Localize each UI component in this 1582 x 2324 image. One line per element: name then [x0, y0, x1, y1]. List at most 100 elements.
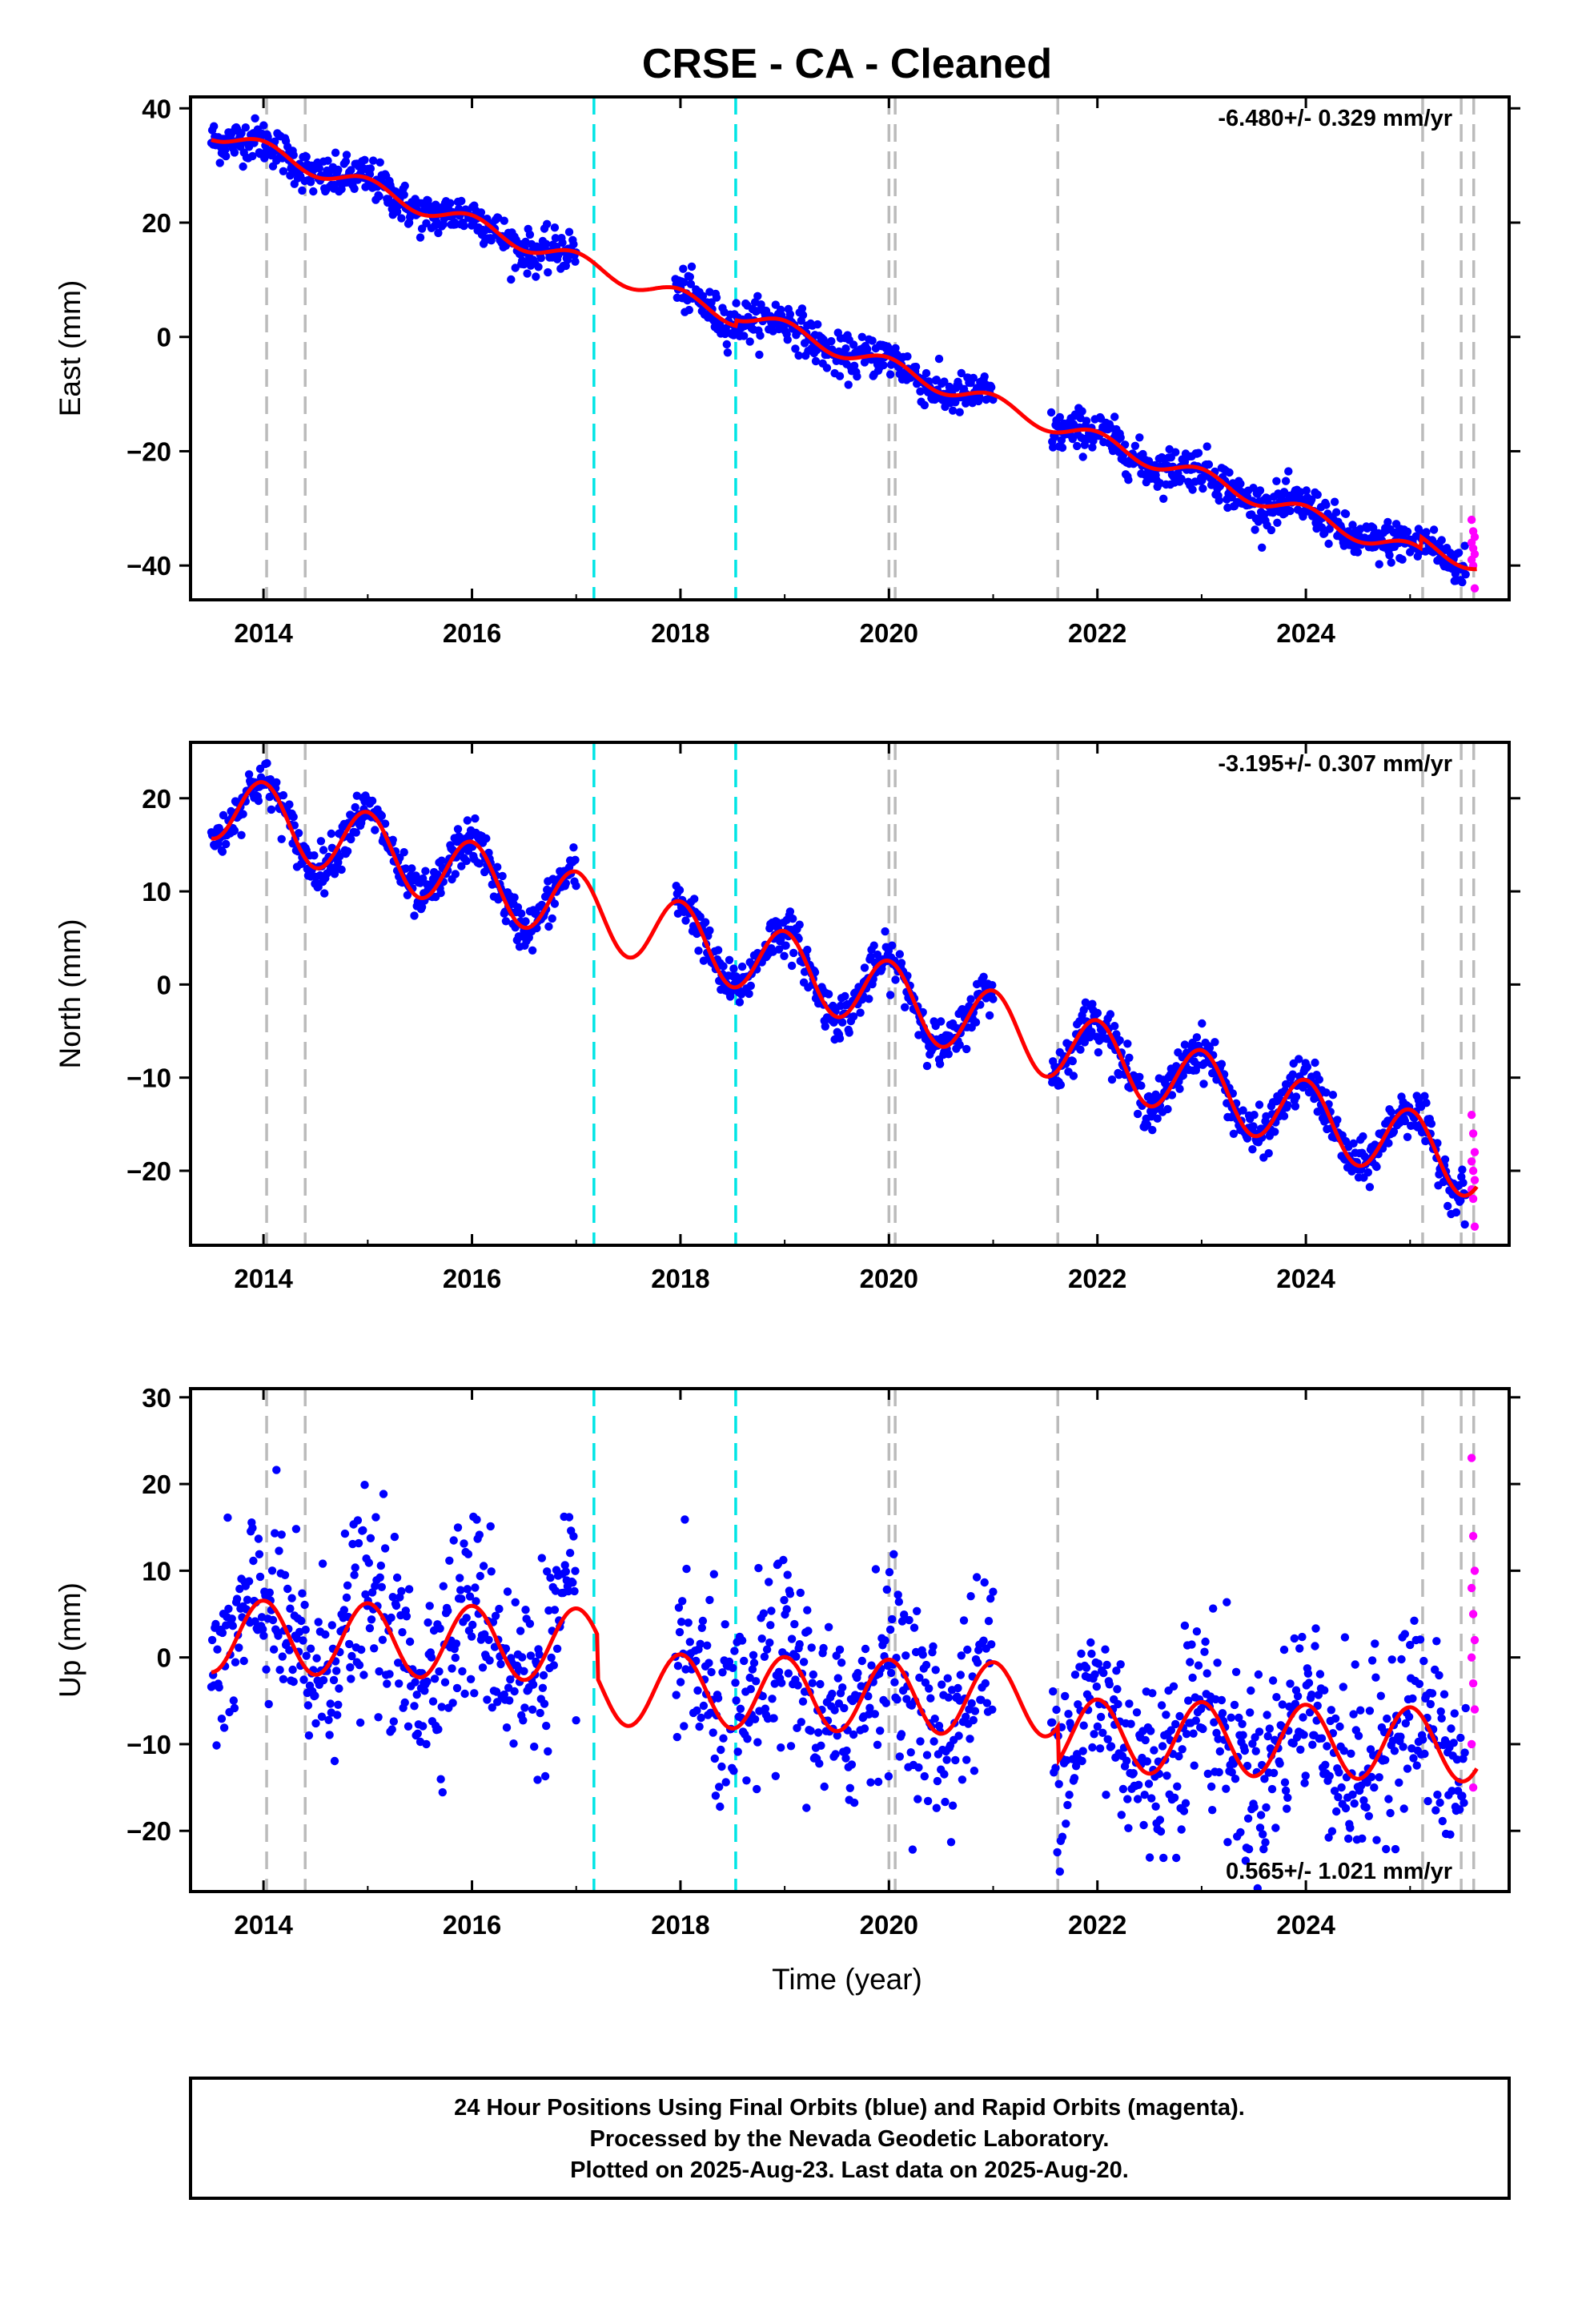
up-point	[1125, 1699, 1134, 1708]
up-point	[427, 1653, 436, 1662]
north-point	[1279, 1112, 1289, 1120]
x-axis-label: Time (year)	[772, 1963, 922, 1996]
up-point	[882, 1585, 892, 1594]
up-point	[397, 1586, 406, 1596]
up-point	[1096, 1712, 1106, 1722]
up-point	[1188, 1673, 1197, 1683]
up-point	[1381, 1755, 1390, 1764]
up-point	[478, 1663, 488, 1672]
north-point	[1079, 1006, 1088, 1015]
up-point	[865, 1703, 874, 1712]
east-point	[885, 370, 895, 379]
up-point	[311, 1691, 319, 1700]
north-point	[746, 981, 755, 991]
up-point	[988, 1705, 997, 1714]
up-point	[289, 1677, 298, 1687]
north-point	[1456, 1196, 1465, 1205]
up-point	[1181, 1799, 1191, 1807]
east-point	[341, 157, 351, 166]
up-rapid-point	[1467, 1583, 1476, 1593]
north-point	[781, 941, 790, 950]
east-point	[1110, 412, 1119, 421]
east-point	[783, 336, 792, 344]
up-point	[1213, 1659, 1222, 1667]
north-point	[482, 834, 491, 843]
up-point	[1092, 1682, 1102, 1691]
up-point	[1308, 1740, 1317, 1749]
up-point	[329, 1675, 339, 1685]
up-point	[259, 1625, 267, 1634]
up-point	[375, 1667, 383, 1676]
up-point	[957, 1651, 966, 1660]
up-point	[1315, 1670, 1325, 1679]
north-point	[451, 870, 460, 879]
up-point	[1177, 1825, 1186, 1834]
up-point	[793, 1723, 801, 1732]
up-point	[1305, 1708, 1315, 1717]
up-point	[302, 1651, 311, 1660]
north-point	[1400, 1116, 1410, 1126]
up-point	[768, 1695, 777, 1703]
up-point	[885, 1625, 895, 1634]
up-point	[923, 1796, 933, 1806]
east-point	[722, 340, 731, 349]
footer-line-2: Processed by the Nevada Geodetic Laborat…	[590, 2126, 1110, 2152]
up-point	[212, 1741, 221, 1750]
up-point	[283, 1584, 292, 1594]
east-point	[903, 352, 912, 361]
north-point	[548, 914, 556, 923]
up-point	[509, 1739, 518, 1748]
up-point	[676, 1678, 685, 1687]
up-point	[1162, 1711, 1170, 1719]
up-point	[969, 1715, 978, 1725]
up-point	[1247, 1686, 1255, 1695]
east-point	[685, 272, 694, 281]
north-point	[1180, 1040, 1190, 1049]
up-point	[299, 1675, 308, 1684]
up-point	[1370, 1783, 1379, 1792]
up-point	[1093, 1722, 1102, 1731]
up-point	[886, 1668, 896, 1678]
up-ticks: 2014 2016 2018 2020 2022 2024 −20 −10 0 10 20 30	[126, 1383, 1520, 1940]
up-point	[1390, 1747, 1399, 1755]
north-point	[1328, 1091, 1338, 1100]
up-point	[1340, 1633, 1350, 1642]
up-point	[1122, 1756, 1131, 1765]
north-point	[888, 941, 897, 950]
east-point	[1330, 497, 1339, 506]
up-point	[1048, 1718, 1057, 1727]
east-point	[1171, 448, 1180, 456]
up-point	[467, 1632, 476, 1641]
east-point	[811, 356, 821, 366]
east-point	[507, 275, 516, 284]
up-point	[954, 1683, 962, 1693]
up-point	[721, 1620, 729, 1629]
east-point	[298, 186, 307, 195]
north-point	[1389, 1127, 1399, 1136]
up-point	[981, 1679, 990, 1688]
up-point	[1250, 1803, 1259, 1811]
up-point	[711, 1791, 721, 1800]
east-point	[1058, 443, 1067, 452]
up-point	[837, 1659, 846, 1667]
east-point	[948, 406, 958, 415]
up-point	[1065, 1791, 1074, 1799]
north-point	[971, 1018, 981, 1027]
up-point	[1169, 1682, 1178, 1691]
north-y-tick-label: 10	[142, 877, 171, 907]
up-point	[853, 1669, 862, 1678]
north-point	[457, 862, 466, 870]
up-point	[1106, 1742, 1116, 1751]
up-point	[987, 1640, 996, 1649]
east-point	[289, 151, 298, 159]
north-point	[412, 871, 420, 880]
up-point	[1124, 1823, 1133, 1832]
up-point	[769, 1714, 778, 1723]
up-point	[1324, 1833, 1333, 1842]
north-point	[1115, 1035, 1124, 1045]
up-point	[876, 1727, 885, 1735]
east-point	[1073, 441, 1082, 451]
east-point	[564, 227, 574, 236]
east-point	[416, 233, 425, 242]
up-point	[710, 1754, 719, 1763]
